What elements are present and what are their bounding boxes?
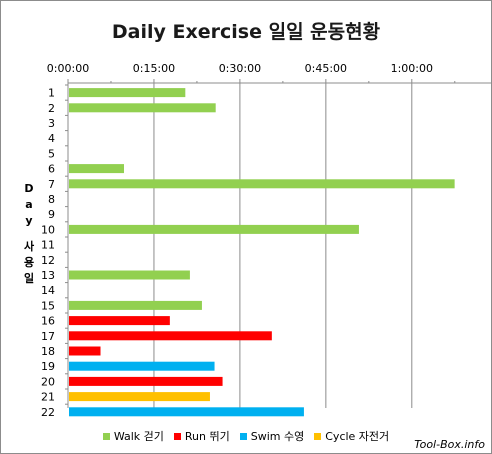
bar — [69, 376, 223, 386]
legend-item: Swim 수영 — [239, 428, 305, 444]
y-tick-label: 19 — [41, 360, 55, 373]
x-tick-label: 0:45:00 — [305, 62, 347, 75]
y-axis-label-char — [21, 229, 37, 239]
legend-label: Run 뛰기 — [184, 430, 230, 443]
legend-item: Walk 걷기 — [102, 428, 164, 444]
y-tick-label: 17 — [41, 330, 55, 343]
legend-swatch — [314, 433, 322, 440]
y-tick-label: 15 — [41, 299, 55, 312]
y-tick-label: 7 — [48, 178, 55, 191]
y-tick-label: 13 — [41, 269, 55, 282]
bar — [69, 331, 272, 341]
legend-swatch — [239, 433, 247, 440]
watermark: Tool-Box.info — [414, 438, 485, 451]
bar — [69, 361, 215, 371]
y-axis-label-char: 사 — [23, 240, 35, 253]
legend-swatch — [173, 433, 181, 440]
legend-label: Swim 수영 — [250, 430, 305, 443]
y-tick-label: 10 — [41, 223, 55, 236]
y-axis-label-char: a — [25, 198, 33, 211]
bar — [69, 346, 101, 356]
y-tick-label: 3 — [48, 117, 55, 130]
y-tick-label: 14 — [41, 284, 55, 297]
y-axis-label-char: D — [24, 182, 34, 195]
bar — [69, 164, 125, 174]
legend: Walk 걷기 Run 뛰기 Swim 수영 Cycle 자전거 — [1, 428, 491, 444]
x-tick-label: 0:00:00 — [47, 62, 89, 75]
legend-swatch — [102, 433, 110, 440]
bar — [69, 300, 202, 310]
bar — [69, 103, 216, 113]
y-tick-label: 20 — [41, 375, 55, 388]
bar — [69, 392, 210, 402]
y-tick-label: 11 — [41, 239, 55, 252]
y-axis-label-char: 일 — [23, 272, 35, 285]
legend-label: Cycle 자전거 — [325, 430, 390, 443]
bar — [69, 316, 170, 326]
legend-label: Walk 걷기 — [113, 430, 164, 443]
y-tick-label: 2 — [48, 102, 55, 115]
bar — [69, 224, 359, 234]
y-tick-label: 4 — [48, 132, 55, 145]
bar — [69, 270, 190, 280]
legend-item: Run 뛰기 — [173, 428, 230, 444]
chart-title: Daily Exercise 일일 운동현황 — [111, 21, 381, 43]
y-axis-label-char: y — [25, 214, 33, 227]
y-tick-label: 21 — [41, 391, 55, 404]
bar — [69, 88, 186, 98]
y-tick-label: 9 — [48, 208, 55, 221]
legend-item: Cycle 자전거 — [314, 428, 389, 444]
x-tick-label: 1:00:00 — [391, 62, 433, 75]
y-axis-label-char: 용 — [23, 256, 35, 269]
bar — [69, 179, 455, 189]
y-tick-label: 1 — [48, 87, 55, 100]
bar — [69, 407, 304, 417]
y-tick-label: 5 — [48, 147, 55, 160]
y-tick-label: 16 — [41, 315, 55, 328]
y-tick-label: 18 — [41, 345, 55, 358]
x-tick-label: 0:30:00 — [219, 62, 261, 75]
x-tick-label: 0:15:00 — [133, 62, 175, 75]
y-tick-label: 6 — [48, 163, 55, 176]
y-tick-label: 12 — [41, 254, 55, 267]
y-tick-label: 8 — [48, 193, 55, 206]
y-tick-label: 22 — [41, 406, 55, 419]
